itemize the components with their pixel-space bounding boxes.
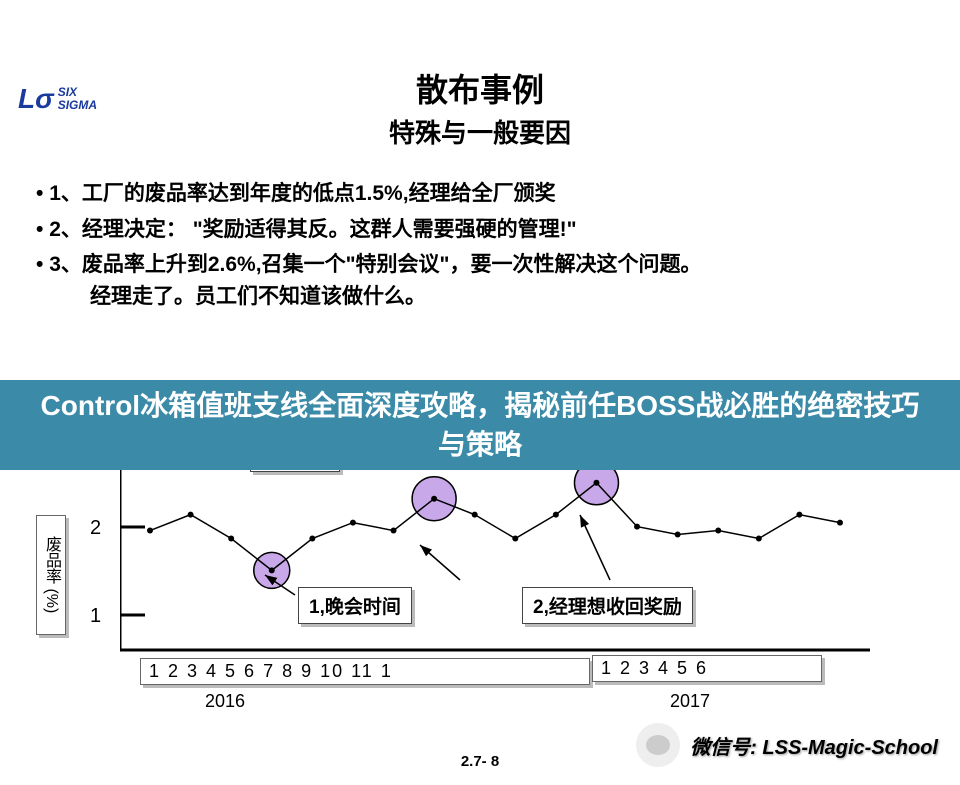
logo-symbol: Lσ	[18, 83, 54, 115]
logo-text: SIX SIGMA	[58, 86, 97, 112]
title-main: 散布事例	[0, 65, 960, 111]
title-sub: 特殊与一般要因	[0, 113, 960, 150]
bullet-item: • 1、工厂的废品率达到年度的低点1.5%,经理给全厂颁奖	[36, 178, 924, 210]
ytick: 2	[90, 517, 101, 540]
ytick: 1	[90, 605, 101, 628]
chart: 废品率 (%) 3 2 1 3,不再 " 1,晚会时间 2,经理想收回奖励 1 …	[30, 425, 930, 725]
overlay-banner: Control冰箱值班支线全面深度攻略，揭秘前任BOSS战必胜的绝密技巧与策略	[0, 380, 960, 470]
year-label: 2016	[205, 691, 245, 712]
page-number: 2.7- 8	[461, 753, 499, 770]
overlay-text: Control冰箱值班支线全面深度攻略，揭秘前任BOSS战必胜的绝密技巧与策略	[30, 386, 930, 464]
wechat-credit: 微信号: LSS-Magic-School	[636, 723, 938, 767]
bullet-list: • 1、工厂的废品率达到年度的低点1.5%,经理给全厂颁奖 • 2、经理决定： …	[36, 178, 924, 312]
xaxis-2017: 1 2 3 4 5 6	[592, 655, 822, 682]
wechat-text: 微信号: LSS-Magic-School	[690, 731, 938, 760]
yaxis-label: 废品率 (%)	[36, 515, 66, 635]
annotation-box: 1,晚会时间	[298, 587, 412, 624]
wechat-icon	[636, 723, 680, 767]
bullet-item: • 3、废品率上升到2.6%,召集一个"特别会议"，要一次性解决这个问题。经理走…	[36, 249, 924, 312]
bullet-item: • 2、经理决定： "奖励适得其反。这群人需要强硬的管理!"	[36, 214, 924, 246]
year-label: 2017	[670, 691, 710, 712]
annotation-box: 2,经理想收回奖励	[522, 587, 693, 624]
logo: Lσ SIX SIGMA	[18, 83, 97, 115]
xaxis-2016: 1 2 3 4 5 6 7 8 9 10 11 1	[140, 658, 590, 685]
